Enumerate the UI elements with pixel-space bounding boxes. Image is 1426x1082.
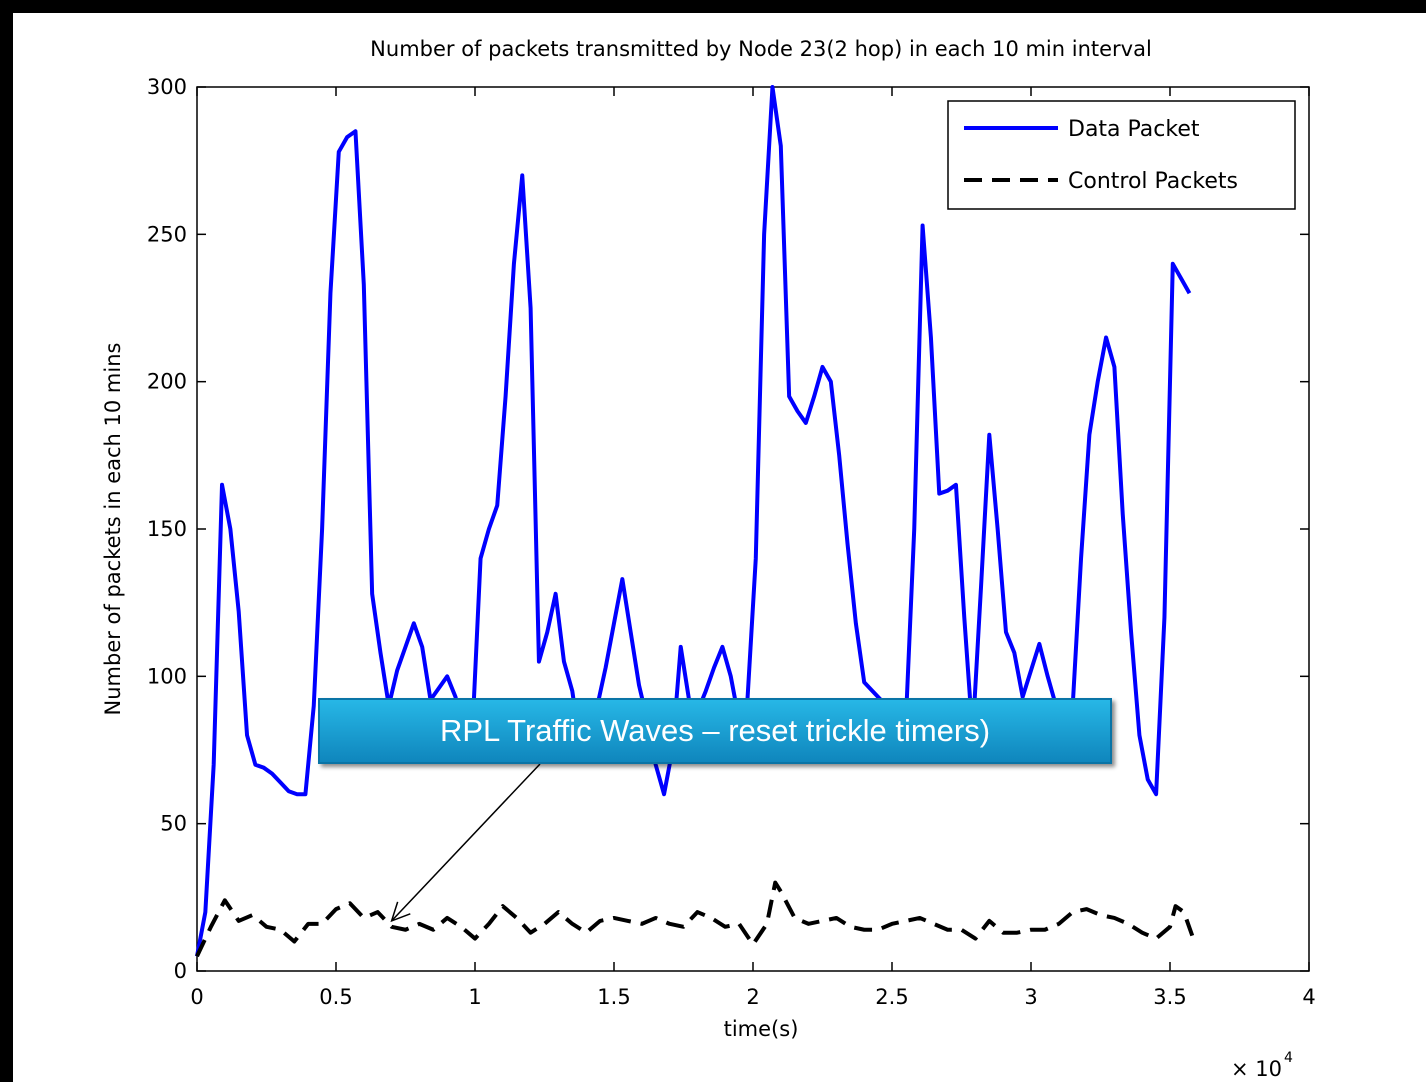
legend: Data Packet Control Packets xyxy=(947,100,1296,210)
figure-canvas: Number of packets transmitted by Node 23… xyxy=(13,13,1426,1082)
x-multiplier: × 10 xyxy=(1231,1057,1282,1081)
x-tick-label: 0.5 xyxy=(319,985,352,1009)
legend-label-control-packets: Control Packets xyxy=(1068,169,1238,194)
annotation-arrow xyxy=(390,763,541,923)
legend-label-data-packet: Data Packet xyxy=(1068,117,1200,142)
line-chart: Number of packets transmitted by Node 23… xyxy=(101,37,1316,1081)
x-tick-label: 3 xyxy=(1024,985,1037,1009)
x-tick-label: 0 xyxy=(190,985,203,1009)
plot-frame xyxy=(196,86,1310,972)
y-axis-label: Number of packets in each 10 mins xyxy=(101,343,125,716)
x-tick-label: 3.5 xyxy=(1153,985,1186,1009)
x-tick-label: 2 xyxy=(746,985,759,1009)
chart-title: Number of packets transmitted by Node 23… xyxy=(370,37,1152,61)
x-axis-label: time(s) xyxy=(724,1017,799,1041)
x-multiplier-exponent: 4 xyxy=(1284,1050,1293,1066)
y-tick-label: 250 xyxy=(147,222,187,246)
annotation-callout: RPL Traffic Waves – reset trickle timers… xyxy=(318,698,1112,764)
x-tick-label: 1 xyxy=(468,985,481,1009)
annotation-arrow-line xyxy=(391,763,541,922)
legend-box xyxy=(947,100,1296,210)
x-tick-label: 1.5 xyxy=(597,985,630,1009)
y-tick-label: 100 xyxy=(147,664,187,688)
y-tick-label: 150 xyxy=(147,517,187,541)
axis-ticks: 0 0.5 1 1.5 2 2.5 3 3.5 4 0 50 100 150 200 250 300 xyxy=(147,75,1316,1009)
plot-area xyxy=(196,86,1310,972)
y-tick-label: 50 xyxy=(160,812,187,836)
y-tick-label: 200 xyxy=(147,370,187,394)
y-tick-label: 300 xyxy=(147,75,187,99)
x-tick-label: 2.5 xyxy=(875,985,908,1009)
series-line-control-packets xyxy=(195,880,1195,958)
y-tick-label: 0 xyxy=(174,959,187,983)
x-tick-label: 4 xyxy=(1302,985,1315,1009)
annotation-arrow-head xyxy=(390,901,411,923)
